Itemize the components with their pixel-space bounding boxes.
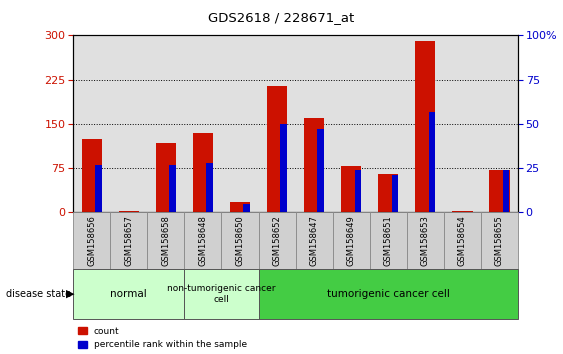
Bar: [73, 269, 185, 319]
Bar: [258, 269, 518, 319]
Bar: [267, 86, 287, 212]
Bar: [193, 133, 213, 212]
Bar: [333, 212, 370, 269]
Bar: [185, 269, 258, 319]
Legend: count, percentile rank within the sample: count, percentile rank within the sample: [78, 327, 247, 349]
Bar: [355, 170, 361, 212]
Text: ▶: ▶: [66, 289, 75, 299]
Bar: [444, 212, 481, 269]
Text: disease state: disease state: [6, 289, 71, 299]
Text: GSM158649: GSM158649: [347, 215, 356, 266]
Bar: [221, 212, 258, 269]
Text: GDS2618 / 228671_at: GDS2618 / 228671_at: [208, 11, 355, 24]
Text: tumorigenic cancer cell: tumorigenic cancer cell: [327, 289, 450, 299]
Text: GSM158652: GSM158652: [272, 215, 282, 266]
Bar: [280, 124, 287, 212]
Text: GSM158653: GSM158653: [421, 215, 430, 266]
Bar: [185, 212, 221, 269]
Text: GSM158650: GSM158650: [235, 215, 244, 266]
Bar: [415, 41, 436, 212]
Text: GSM158656: GSM158656: [87, 215, 96, 266]
Text: GSM158648: GSM158648: [198, 215, 207, 266]
Bar: [296, 212, 333, 269]
Bar: [110, 212, 148, 269]
Bar: [206, 163, 213, 212]
Bar: [148, 212, 185, 269]
Bar: [489, 170, 510, 212]
Bar: [119, 211, 139, 212]
Bar: [378, 174, 399, 212]
Bar: [341, 166, 361, 212]
Text: GSM158657: GSM158657: [124, 215, 133, 266]
Bar: [155, 143, 176, 212]
Bar: [392, 175, 398, 212]
Bar: [258, 212, 296, 269]
Bar: [82, 139, 102, 212]
Text: GSM158654: GSM158654: [458, 215, 467, 266]
Text: non-tumorigenic cancer
cell: non-tumorigenic cancer cell: [167, 284, 276, 303]
Bar: [230, 202, 250, 212]
Bar: [481, 212, 518, 269]
Text: GSM158647: GSM158647: [310, 215, 319, 266]
Bar: [73, 212, 110, 269]
Text: GSM158655: GSM158655: [495, 215, 504, 266]
Text: GSM158651: GSM158651: [384, 215, 393, 266]
Bar: [304, 118, 324, 212]
Bar: [428, 112, 435, 212]
Bar: [318, 129, 324, 212]
Bar: [503, 170, 510, 212]
Text: normal: normal: [110, 289, 147, 299]
Bar: [406, 212, 444, 269]
Bar: [370, 212, 406, 269]
Bar: [452, 211, 472, 212]
Bar: [169, 165, 176, 212]
Bar: [95, 165, 102, 212]
Bar: [243, 204, 250, 212]
Text: GSM158658: GSM158658: [162, 215, 171, 266]
